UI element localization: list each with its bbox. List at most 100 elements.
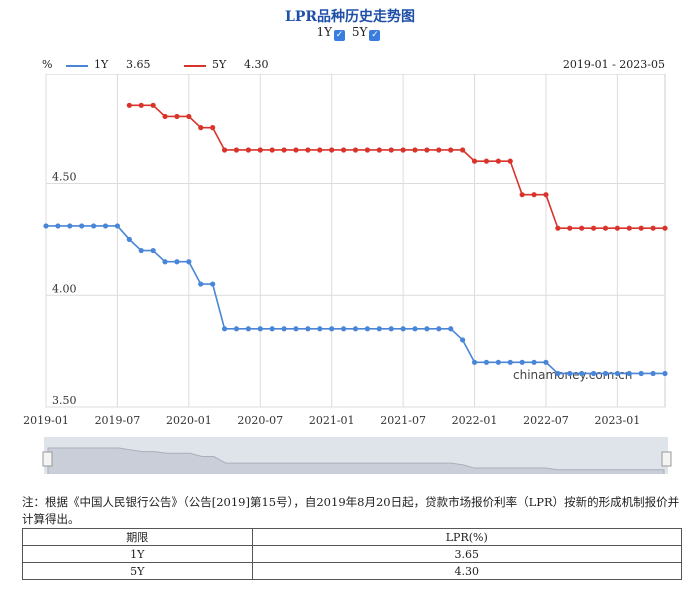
table-cell-term: 1Y <box>22 545 253 563</box>
x-tick-label: 2021-01 <box>309 414 355 427</box>
data-point-1y <box>138 247 144 254</box>
x-tick-label: 2019-07 <box>95 414 141 427</box>
y-axis-labels: 3.50 4.00 4.50 <box>52 171 77 407</box>
data-point-1y <box>412 326 418 332</box>
data-point-1y <box>495 359 501 365</box>
data-point-5y <box>162 113 168 120</box>
data-point-5y <box>281 147 287 153</box>
data-point-1y <box>424 326 430 332</box>
legend-5y-name[interactable]: 5Y <box>212 58 227 71</box>
toggle-1y[interactable]: 1Y ✓ <box>316 25 349 41</box>
navigator-series <box>47 447 665 474</box>
legend-1y-value: 3.65 <box>126 58 151 71</box>
data-point-1y <box>269 326 275 332</box>
series-line-5y <box>129 104 665 230</box>
data-point-1y <box>186 259 192 265</box>
lpr-line-chart: 3.50 4.00 4.50 2019-01 2019-07 2020-01 2020-0… <box>23 74 672 474</box>
data-point-1y <box>317 326 323 332</box>
data-point-1y <box>460 337 466 343</box>
data-point-1y <box>602 370 609 377</box>
data-point-5y <box>221 147 228 153</box>
data-point-1y <box>43 223 49 229</box>
date-range: 2019-01 - 2023-05 <box>562 58 665 71</box>
data-point-1y <box>102 223 109 229</box>
data-point-1y <box>114 223 121 229</box>
data-point-1y <box>638 370 644 377</box>
data-point-1y <box>79 223 85 229</box>
watermark: chinamoney.com.cn <box>513 368 632 382</box>
data-point-1y <box>340 326 347 332</box>
data-point-1y <box>590 370 597 377</box>
checkbox-5y[interactable]: ✓ <box>369 30 381 41</box>
data-point-5y <box>531 192 537 198</box>
x-tick-label: 2019-01 <box>23 414 69 427</box>
data-point-5y <box>138 102 144 108</box>
toggle-5y[interactable]: 5Y ✓ <box>352 25 384 41</box>
data-point-5y <box>364 147 371 153</box>
data-point-5y <box>448 147 454 153</box>
data-point-1y <box>614 370 620 377</box>
data-point-5y <box>602 225 609 231</box>
toggle-1y-label: 1Y <box>316 25 333 39</box>
data-point-1y <box>543 359 549 365</box>
data-point-1y <box>210 281 216 287</box>
data-point-5y <box>340 147 347 153</box>
y-tick-label: 4.00 <box>52 282 77 295</box>
data-point-5y <box>305 147 311 153</box>
data-point-1y <box>388 326 394 332</box>
data-point-1y <box>579 370 585 377</box>
data-point-5y <box>329 147 335 153</box>
data-point-5y <box>626 225 632 231</box>
chart-grid <box>45 74 666 408</box>
table-cell-term: 5Y <box>22 562 253 580</box>
data-point-5y <box>210 125 216 131</box>
data-point-1y <box>531 359 537 365</box>
table-header-row: 期限 LPR(%) <box>22 528 683 546</box>
data-point-5y <box>198 125 204 131</box>
data-point-5y <box>186 113 192 120</box>
summary-table: 期限 LPR(%) 1Y 3.65 5Y 4.30 <box>22 528 683 580</box>
data-point-1y <box>376 326 382 332</box>
data-point-1y <box>55 223 61 229</box>
data-point-5y <box>400 147 406 153</box>
data-point-1y <box>126 236 132 242</box>
data-point-1y <box>305 326 311 332</box>
x-tick-label: 2023-01 <box>595 414 641 427</box>
data-point-1y <box>150 247 156 254</box>
table-header-rate: LPR(%) <box>251 528 683 546</box>
table-cell-rate: 3.65 <box>251 545 683 563</box>
data-point-1y <box>448 326 454 332</box>
data-point-5y <box>317 147 323 153</box>
data-point-5y <box>662 225 668 231</box>
data-point-5y <box>376 147 382 153</box>
chart-legend: % 1Y 3.65 5Y 4.30 2019-01 - 2023-05 <box>0 58 700 74</box>
footnote: 注：根据《中国人民银行公告》（公告[2019]第15号），自2019年8月20日… <box>22 495 680 526</box>
data-point-1y <box>67 223 73 229</box>
checkbox-1y[interactable]: ✓ <box>334 30 346 41</box>
legend-5y-line <box>184 65 206 67</box>
data-point-5y <box>412 147 418 153</box>
legend-5y-value: 4.30 <box>244 58 269 71</box>
data-point-5y <box>495 158 501 164</box>
data-point-5y <box>233 147 240 153</box>
data-point-1y <box>662 370 668 377</box>
data-point-1y <box>483 359 490 365</box>
legend-1y-line <box>66 65 88 67</box>
data-point-1y <box>567 370 573 377</box>
chart-series <box>43 102 668 377</box>
data-point-1y <box>519 359 525 365</box>
data-point-1y <box>221 326 228 332</box>
data-point-1y <box>174 259 180 265</box>
data-point-5y <box>555 225 561 231</box>
data-point-1y <box>257 326 263 332</box>
data-point-1y <box>650 370 656 377</box>
y-tick-label: 4.50 <box>52 171 77 184</box>
data-point-5y <box>590 225 597 231</box>
data-point-5y <box>388 147 394 153</box>
navigator-handle-right[interactable] <box>661 451 672 467</box>
data-point-5y <box>174 113 180 120</box>
navigator-handle-left[interactable] <box>42 451 53 467</box>
data-point-5y <box>352 147 359 153</box>
data-point-5y <box>614 225 620 231</box>
legend-1y-name[interactable]: 1Y <box>94 58 109 71</box>
